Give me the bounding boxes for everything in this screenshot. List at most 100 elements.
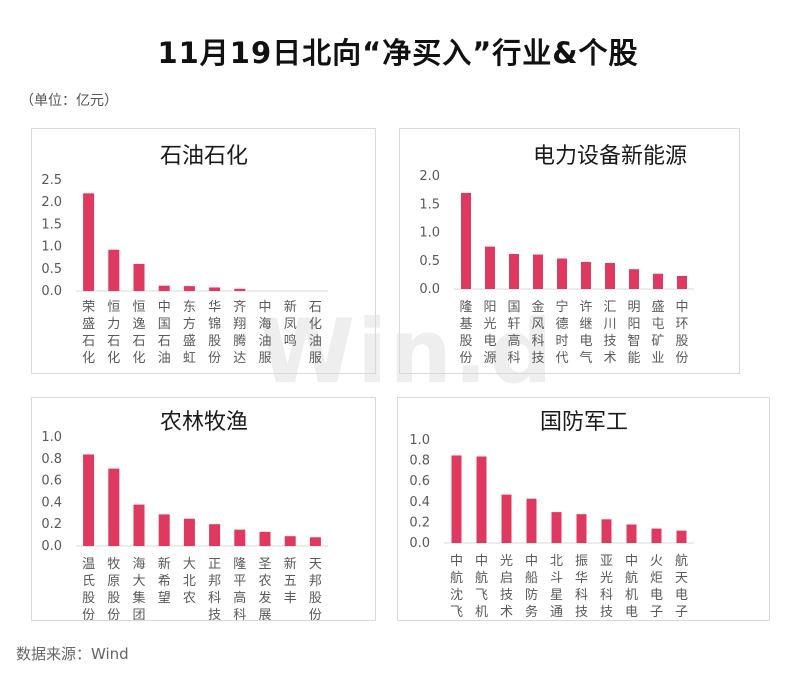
category-label: 齐翔腾达	[233, 299, 246, 366]
category-label: 新希望	[158, 556, 171, 606]
chart-panel-defense: 国防军工 0.0 0.2 0.4 0.6 0.8 1.0 中航沈飞 中航飞机 光启技术 中船防务 北斗…	[397, 397, 770, 621]
category-label: 正邦科技	[208, 557, 221, 620]
bar	[108, 249, 120, 291]
category-label: 国轩高科	[507, 300, 520, 366]
bar	[651, 528, 662, 543]
bar	[676, 530, 687, 543]
category-label: 牧原股份	[107, 557, 120, 620]
category-label: 光启技术	[500, 554, 513, 620]
category-label: 大北农	[183, 557, 196, 606]
bar	[259, 531, 271, 546]
chart-title: 电力设备新能源	[533, 144, 687, 169]
bar	[551, 512, 562, 543]
y-tick-label: 0.6	[409, 474, 430, 489]
bar	[209, 287, 221, 291]
bar	[629, 269, 639, 289]
bar	[581, 261, 591, 289]
chart-svg: 农林牧渔 0.0 0.2 0.4 0.6 0.8 1.0 温氏股份牧原股份海大集团新希望大北农…	[41, 410, 328, 620]
bar	[526, 498, 537, 543]
category-label: 恒逸石化	[132, 300, 145, 366]
category-label: 圣农发展	[258, 557, 271, 620]
bar	[309, 537, 321, 546]
category-label: 阳光电源	[483, 300, 496, 366]
y-tick-label: 1.0	[419, 226, 440, 241]
bar	[509, 253, 519, 289]
y-tick-label: 0.2	[409, 515, 430, 530]
category-label: 亚光科技	[600, 554, 613, 620]
bar	[209, 524, 221, 546]
category-label: 明阳智能	[627, 300, 640, 366]
chart-panel-petrochemical: 石油石化 0.0 0.5 1.0 1.5 2.0 2.5 荣盛石化 恒力石化 恒逸石化 中国石油 东方…	[31, 128, 376, 374]
bar	[601, 519, 612, 543]
y-tick-label: 0.0	[419, 282, 440, 297]
category-label: 中航飞机	[475, 554, 488, 620]
bar	[234, 529, 246, 546]
y-tick-label: 0.4	[409, 495, 430, 510]
chart-svg: 石油石化 0.0 0.5 1.0 1.5 2.0 2.5 荣盛石化恒力石化恒逸石化中国石油东方…	[41, 144, 328, 366]
category-label: 石化油服	[309, 300, 322, 366]
y-tick-label: 1.0	[409, 433, 430, 448]
category-label: 振华科技	[575, 554, 588, 620]
category-label: 恒力石化	[107, 300, 120, 366]
bar	[133, 504, 145, 546]
bar	[533, 254, 543, 289]
y-tick-label: 0.5	[41, 262, 62, 277]
y-tick-label: 0.6	[41, 474, 62, 489]
watermark: Win.d	[258, 300, 555, 403]
bar	[158, 514, 170, 546]
category-label: 盛屯矿业	[651, 300, 664, 366]
y-tick-label: 1.0	[41, 240, 62, 255]
bar	[461, 192, 471, 289]
bar	[501, 494, 512, 543]
category-label: 宁德时代	[555, 299, 568, 366]
y-tick-label: 1.0	[41, 430, 62, 445]
category-label: 东方盛虹	[183, 300, 196, 366]
category-label: 北斗星通	[550, 554, 563, 620]
bar	[653, 273, 663, 289]
y-tick-label: 0.5	[419, 254, 440, 269]
y-tick-label: 0.0	[41, 539, 62, 554]
chart-svg: 电力设备新能源 0.0 0.5 1.0 1.5 2.0 隆基股份阳光电源国轩高科金风科技宁德…	[419, 144, 694, 366]
category-label: 许继电气	[579, 300, 592, 366]
category-label: 航天电子	[675, 553, 688, 620]
bar	[133, 263, 145, 291]
bar	[476, 456, 487, 543]
category-label: 海大集团	[132, 557, 145, 620]
bar	[605, 263, 615, 289]
chart-title: 石油石化	[160, 144, 248, 169]
bar	[576, 514, 587, 543]
y-tick-label: 0.8	[41, 452, 62, 467]
chart-title: 国防军工	[540, 410, 628, 435]
bar	[83, 193, 95, 291]
category-label: 中航机电	[625, 554, 638, 620]
bar	[677, 276, 687, 289]
y-tick-label: 0.4	[41, 495, 62, 510]
category-label: 中船防务	[525, 554, 538, 620]
y-tick-label: 0.8	[409, 454, 430, 469]
category-label: 中环股份	[675, 300, 688, 366]
category-label: 中海油服	[258, 300, 271, 366]
bar	[234, 288, 246, 291]
bar	[108, 468, 120, 546]
y-tick-label: 0.0	[409, 536, 430, 551]
y-tick-label: 2.0	[41, 195, 62, 210]
bar	[284, 536, 296, 546]
y-tick-label: 1.5	[419, 197, 440, 212]
y-tick-label: 0.0	[41, 284, 62, 299]
category-label: 天邦股份	[309, 557, 322, 620]
category-label: 火炬电子	[650, 554, 663, 620]
page-title: 11月19日北向“净买入”行业&个股	[157, 36, 639, 70]
y-tick-label: 1.5	[41, 217, 62, 232]
source-note: 数据来源：Wind	[16, 645, 129, 663]
bar	[183, 286, 195, 291]
category-label: 华锦股份	[208, 300, 221, 366]
y-tick-label: 0.2	[41, 517, 62, 532]
bar	[557, 258, 567, 289]
category-label: 荣盛石化	[82, 300, 95, 366]
bar	[83, 454, 95, 546]
bar	[158, 285, 170, 291]
category-label: 中航沈飞	[450, 554, 463, 620]
category-label: 汇川技术	[603, 300, 616, 366]
bar	[451, 455, 462, 543]
bar	[183, 518, 195, 546]
